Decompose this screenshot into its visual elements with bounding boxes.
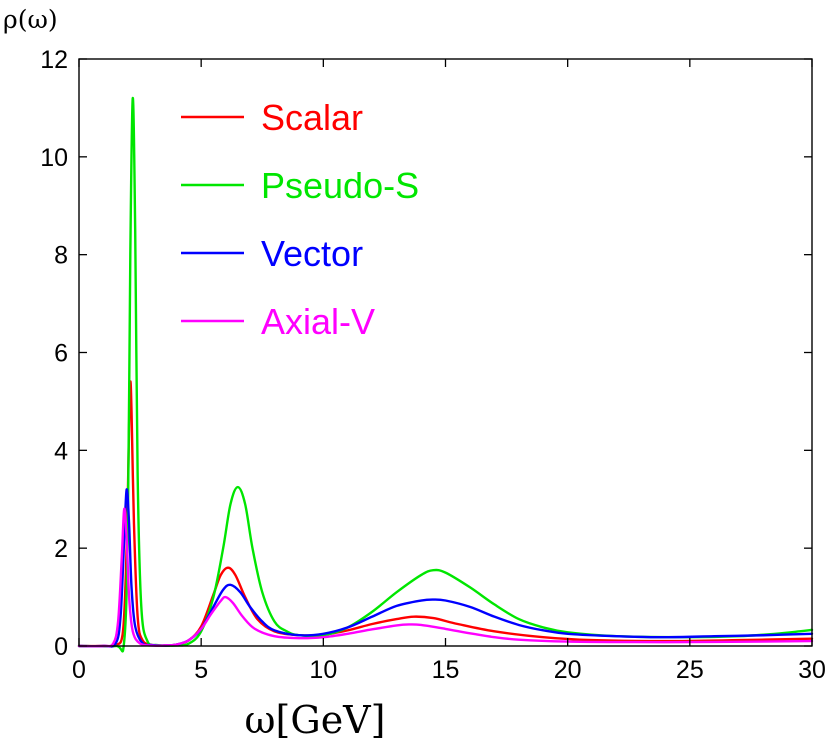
series-line-pseudo-s [77, 96, 814, 653]
legend-label: Axial-V [261, 301, 375, 342]
y-tick-label: 0 [54, 633, 68, 661]
y-tick-label: 6 [54, 340, 68, 368]
x-tick-label: 5 [194, 656, 208, 684]
y-tick-label: 2 [54, 535, 68, 563]
y-tick-label: 4 [54, 437, 68, 465]
x-tick-label: 10 [309, 656, 337, 684]
x-tick-label: 30 [798, 656, 826, 684]
legend-label: Scalar [261, 97, 363, 138]
series-line-axial-v [77, 507, 814, 648]
y-tick-label: 12 [40, 46, 68, 74]
ticks-layer: 0 5 10 15 20 25 30 0 2 4 6 8 10 12 [40, 46, 826, 684]
x-tick-label: 20 [554, 656, 582, 684]
x-tick-label: 15 [432, 656, 460, 684]
x-tick-label: 0 [72, 656, 86, 684]
series-line-vector [77, 488, 814, 648]
y-tick-label: 8 [54, 242, 68, 270]
y-axis-label: ρ(ω) [3, 5, 58, 34]
legend-label: Pseudo-S [261, 165, 419, 206]
x-axis-label: ω[GeV] [245, 698, 386, 739]
legend: Scalar Pseudo-S Vector Axial-V [181, 97, 419, 342]
x-tick-label: 25 [676, 656, 704, 684]
y-tick-label: 10 [40, 144, 68, 172]
series-layer [77, 96, 814, 653]
legend-label: Vector [261, 233, 363, 274]
